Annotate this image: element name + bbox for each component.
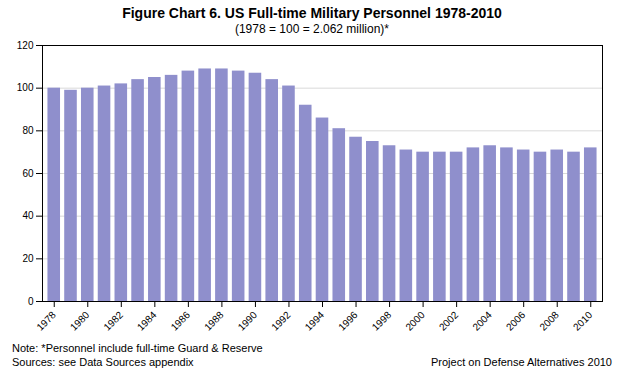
svg-text:120: 120 [17,40,34,51]
svg-text:100: 100 [17,82,34,93]
svg-text:1984: 1984 [135,309,159,333]
svg-text:2000: 2000 [403,309,427,333]
svg-text:1994: 1994 [303,309,327,333]
svg-text:2008: 2008 [537,309,561,333]
html-text:Figure Chart 6. US Full-time M: Figure Chart 6. US Full-time Military Pe… [122,5,502,21]
svg-text:2006: 2006 [504,309,528,333]
svg-text:20: 20 [22,253,34,264]
html-text:(1978 = 100 = 2.062 million)*: (1978 = 100 = 2.062 million)* [234,22,389,36]
svg-text:2002: 2002 [437,309,461,333]
svg-text:1990: 1990 [236,309,260,333]
html-text:Sources: see Data Sources appe: Sources: see Data Sources appendix [12,356,194,368]
html-text:Note: *Personnel include full-: Note: *Personnel include full-time Guard… [12,342,263,354]
svg-text:1986: 1986 [169,309,193,333]
svg-text:1992: 1992 [269,309,293,333]
svg-text:40: 40 [22,210,34,221]
svg-text:1998: 1998 [370,309,394,333]
svg-text:1982: 1982 [101,309,125,333]
svg-text:80: 80 [22,125,34,136]
svg-text:1980: 1980 [68,309,92,333]
html-text:Project on Defense Alternative: Project on Defense Alternatives 2010 [431,356,612,368]
svg-text:1978: 1978 [34,309,58,333]
svg-text:2004: 2004 [470,309,494,333]
svg-text:2010: 2010 [571,309,595,333]
svg-text:1988: 1988 [202,309,226,333]
svg-text:0: 0 [28,296,34,307]
svg-text:60: 60 [22,168,34,179]
svg-text:1996: 1996 [336,309,360,333]
